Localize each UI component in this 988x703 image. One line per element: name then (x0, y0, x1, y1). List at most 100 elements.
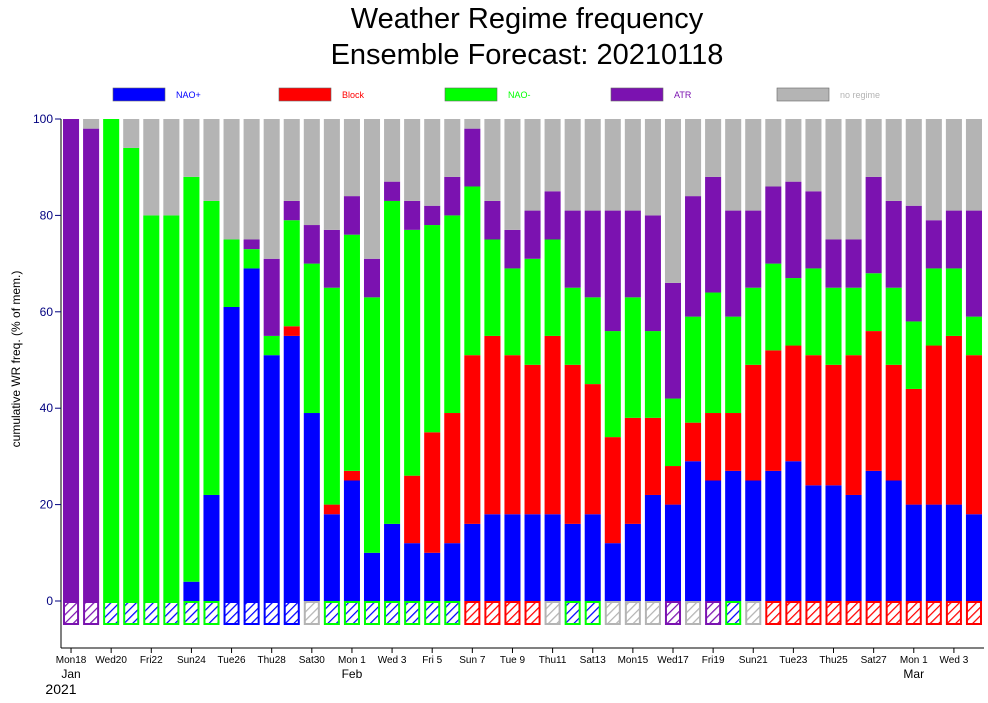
month-label-feb: Feb (342, 667, 363, 681)
bar-atr-36 (785, 181, 802, 279)
bar-atr-32 (705, 176, 722, 293)
bar-no-regime-6 (183, 119, 200, 177)
bar-atr-20 (464, 128, 481, 187)
bar-atr-19 (444, 176, 461, 216)
regime-box-23 (524, 601, 541, 625)
bar-no-regime-33 (725, 119, 742, 211)
bar-nao-17 (404, 543, 421, 601)
regime-box-38 (825, 601, 842, 625)
bar-atr-43 (925, 220, 942, 269)
bar-nao-38 (825, 287, 842, 365)
bar-nao-10 (263, 355, 280, 601)
bar-nao-31 (685, 461, 702, 601)
bar-atr-37 (805, 191, 822, 269)
bar-atr-21 (484, 200, 501, 240)
bar-atr-45 (965, 210, 982, 317)
bar-nao-13 (323, 287, 340, 505)
bar-nao-32 (705, 480, 722, 601)
bar-nao-44 (945, 268, 962, 336)
bar-no-regime-29 (644, 119, 661, 216)
bar-nao-37 (805, 485, 822, 601)
y-axis-label: cumulative WR freq. (% of mem.) (9, 271, 23, 448)
bar-atr-42 (905, 205, 922, 322)
x-tick-label-40: Sat27 (861, 655, 888, 666)
bar-nao-6 (183, 581, 200, 601)
bar-block-42 (905, 388, 922, 505)
regime-box-42 (905, 601, 922, 625)
bar-nao-33 (725, 470, 742, 601)
bar-no-regime-27 (604, 119, 621, 211)
bar-block-14 (343, 470, 360, 481)
x-tick-label-16: Wed 3 (378, 655, 407, 666)
x-tick-label-32: Fri19 (702, 655, 725, 666)
bar-no-regime-22 (504, 119, 521, 230)
legend-swatch-nao (112, 87, 166, 102)
regime-box-34 (745, 601, 762, 625)
bar-nao-39 (845, 287, 862, 356)
bar-block-31 (685, 422, 702, 462)
x-tick-label-12: Sat30 (299, 655, 326, 666)
bar-atr-25 (564, 210, 581, 288)
bar-nao-6 (183, 176, 200, 582)
bar-block-11 (283, 326, 300, 336)
bar-block-22 (504, 355, 521, 515)
regime-box-8 (223, 601, 240, 625)
bar-nao-35 (765, 470, 782, 601)
bar-nao-45 (965, 514, 982, 601)
bar-no-regime-10 (263, 119, 280, 259)
regime-box-25 (564, 601, 581, 625)
regime-box-17 (404, 601, 421, 625)
regime-box-4 (143, 601, 160, 625)
bar-nao-35 (765, 263, 782, 351)
bar-nao-23 (524, 258, 541, 365)
regime-box-40 (865, 601, 882, 625)
bar-no-regime-39 (845, 119, 862, 240)
bar-nao-36 (785, 278, 802, 346)
regime-box-29 (644, 601, 661, 625)
bar-nao-29 (644, 331, 661, 418)
regime-box-43 (925, 601, 942, 625)
bar-nao-30 (664, 504, 682, 601)
legend-swatch-nao (444, 87, 498, 102)
bar-nao-20 (464, 523, 481, 601)
x-tick-label-2: Wed20 (95, 655, 127, 666)
regime-box-20 (464, 601, 481, 625)
bar-no-regime-37 (805, 119, 822, 192)
bar-nao-4 (143, 215, 160, 601)
bar-atr-9 (243, 239, 260, 250)
bar-nao-34 (745, 480, 762, 601)
bar-nao-22 (504, 514, 521, 601)
y-tick-label-100: 100 (33, 112, 53, 126)
bar-nao-32 (705, 292, 722, 414)
bar-no-regime-13 (323, 119, 340, 230)
bar-nao-8 (223, 306, 240, 601)
bar-block-21 (484, 335, 501, 515)
bar-nao-8 (223, 239, 240, 307)
bar-no-regime-18 (424, 119, 441, 206)
bar-nao-28 (624, 523, 641, 601)
x-tick-label-34: Sun21 (739, 655, 768, 666)
bar-nao-31 (685, 316, 702, 423)
bar-block-39 (845, 355, 862, 495)
bar-block-38 (825, 364, 842, 486)
bar-block-13 (323, 504, 340, 515)
bar-no-regime-20 (464, 119, 481, 129)
regime-box-35 (765, 601, 782, 625)
regime-box-26 (584, 601, 601, 625)
bar-block-24 (544, 335, 561, 515)
bar-nao-16 (384, 523, 401, 601)
bar-no-regime-17 (404, 119, 421, 201)
regime-box-33 (725, 601, 742, 625)
bar-nao-17 (404, 229, 421, 476)
bar-atr-28 (624, 210, 641, 298)
bar-nao-14 (343, 234, 360, 471)
y-tick-label-80: 80 (40, 208, 54, 222)
bar-nao-40 (865, 273, 882, 332)
bar-no-regime-41 (885, 119, 902, 201)
bar-block-17 (404, 475, 421, 544)
regime-box-24 (544, 601, 561, 625)
regime-box-10 (263, 601, 280, 625)
bar-nao-37 (805, 268, 822, 356)
x-tick-label-26: Sat13 (580, 655, 607, 666)
bar-no-regime-26 (584, 119, 601, 211)
